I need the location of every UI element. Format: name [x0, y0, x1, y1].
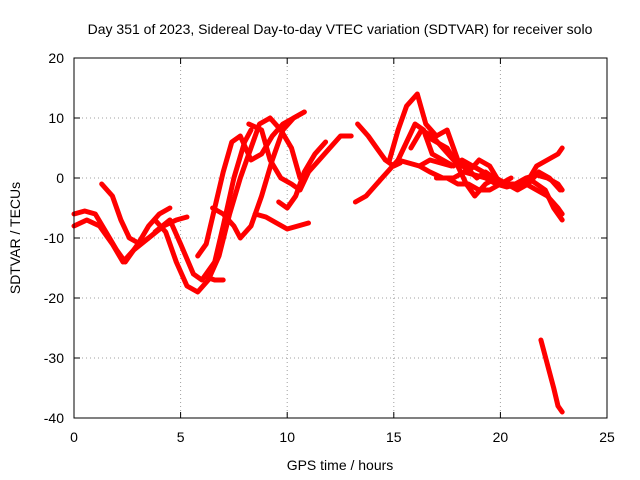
series-line-sat-j: [252, 211, 311, 232]
series-line-sat-l: [352, 121, 456, 205]
x-tick-labels: 0 5 10 15 20 25: [70, 429, 615, 445]
y-tick-label: 0: [56, 170, 64, 186]
y-tick-label: 10: [48, 110, 64, 126]
x-tick-label: 10: [279, 429, 295, 445]
y-tick-label: 20: [48, 50, 64, 66]
y-tick-label: -10: [44, 230, 64, 246]
series-line-sat-e: [152, 115, 303, 295]
series-line-sat-d: [152, 127, 254, 283]
chart-title: Day 351 of 2023, Sidereal Day-to-day VTE…: [88, 21, 593, 37]
x-tick-label: 15: [386, 429, 402, 445]
series-group: [71, 91, 565, 415]
series-line-sat-o: [395, 157, 565, 223]
y-axis-label: SDTVAR / TECUs: [7, 182, 23, 294]
y-tick-label: -40: [44, 410, 64, 426]
y-tick-labels: -40 -30 -20 -10 0 10 20: [44, 50, 64, 426]
series-line-sat-s: [433, 175, 514, 193]
y-tick-label: -30: [44, 350, 64, 366]
x-tick-label: 5: [177, 429, 185, 445]
axis-ticks: [73, 57, 608, 419]
series-line-sat-m: [355, 121, 403, 169]
x-axis-label: GPS time / hours: [287, 457, 394, 473]
y-tick-label: -20: [44, 290, 64, 306]
series-line-sat-n: [387, 91, 503, 187]
series-line-sat-k: [276, 139, 329, 211]
series-line-sat-h: [210, 109, 307, 241]
x-tick-label: 25: [599, 429, 615, 445]
series-line-sat-t: [459, 163, 565, 193]
series-line-sat-g: [203, 274, 226, 283]
grid-lines: [74, 58, 607, 418]
series-line-sat-u: [538, 337, 565, 415]
series-line-sat-c: [99, 181, 152, 247]
x-tick-label: 20: [493, 429, 509, 445]
series-line-sat-f: [195, 109, 307, 259]
x-tick-label: 0: [70, 429, 78, 445]
